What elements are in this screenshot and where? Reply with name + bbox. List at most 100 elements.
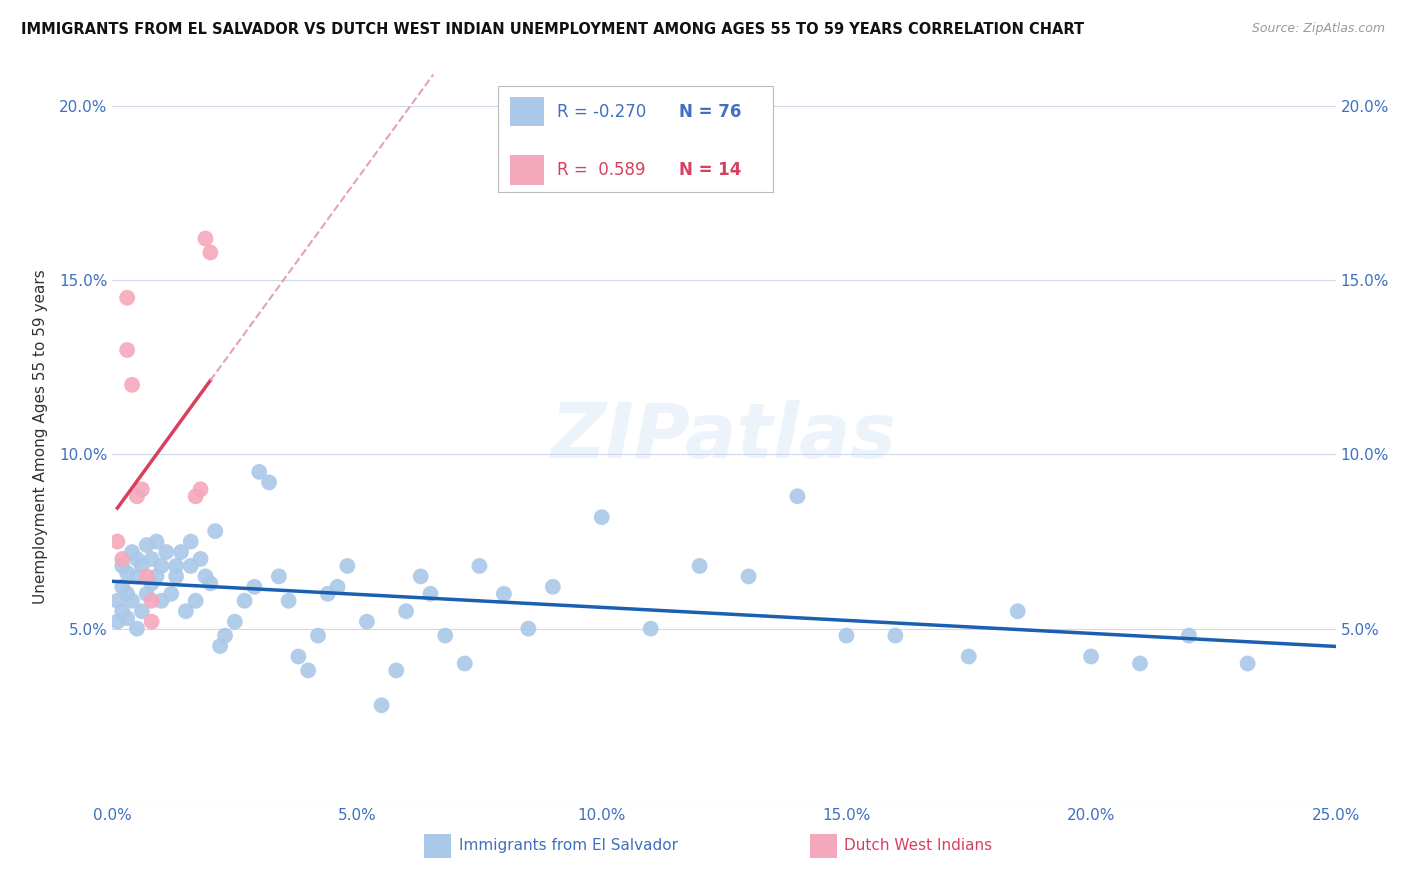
Text: R =  0.589: R = 0.589 bbox=[557, 161, 645, 179]
Immigrants from El Salvador bbox=[336, 558, 359, 573]
Immigrants from El Salvador bbox=[160, 587, 183, 601]
Immigrants from El Salvador bbox=[1129, 657, 1152, 671]
Immigrants from El Salvador bbox=[194, 569, 217, 583]
Dutch West Indians bbox=[115, 291, 138, 305]
Immigrants from El Salvador bbox=[247, 465, 270, 479]
Immigrants from El Salvador bbox=[121, 545, 143, 559]
Immigrants from El Salvador bbox=[115, 611, 138, 625]
Immigrants from El Salvador bbox=[326, 580, 349, 594]
Dutch West Indians bbox=[115, 343, 138, 357]
Immigrants from El Salvador bbox=[141, 576, 163, 591]
Y-axis label: Unemployment Among Ages 55 to 59 years: Unemployment Among Ages 55 to 59 years bbox=[34, 269, 48, 605]
Immigrants from El Salvador bbox=[180, 534, 202, 549]
Immigrants from El Salvador bbox=[170, 545, 193, 559]
Immigrants from El Salvador bbox=[835, 629, 858, 643]
Dutch West Indians bbox=[135, 569, 157, 583]
Dutch West Indians bbox=[190, 483, 212, 497]
Immigrants from El Salvador bbox=[385, 664, 408, 678]
Immigrants from El Salvador bbox=[105, 615, 128, 629]
Immigrants from El Salvador bbox=[180, 558, 202, 573]
Immigrants from El Salvador bbox=[316, 587, 339, 601]
Immigrants from El Salvador bbox=[591, 510, 613, 524]
Dutch West Indians bbox=[105, 534, 128, 549]
Immigrants from El Salvador bbox=[640, 622, 662, 636]
Immigrants from El Salvador bbox=[287, 649, 309, 664]
Bar bbox=[510, 155, 544, 185]
Dutch West Indians bbox=[184, 489, 207, 503]
Dutch West Indians bbox=[131, 483, 153, 497]
Immigrants from El Salvador bbox=[105, 594, 128, 608]
Text: Source: ZipAtlas.com: Source: ZipAtlas.com bbox=[1251, 22, 1385, 36]
Text: Immigrants from El Salvador: Immigrants from El Salvador bbox=[458, 838, 678, 854]
Immigrants from El Salvador bbox=[541, 580, 564, 594]
Immigrants from El Salvador bbox=[1236, 657, 1258, 671]
Dutch West Indians bbox=[194, 231, 217, 245]
Immigrants from El Salvador bbox=[150, 594, 173, 608]
Immigrants from El Salvador bbox=[111, 580, 134, 594]
Immigrants from El Salvador bbox=[233, 594, 256, 608]
Immigrants from El Salvador bbox=[277, 594, 299, 608]
Immigrants from El Salvador bbox=[145, 534, 167, 549]
Immigrants from El Salvador bbox=[419, 587, 441, 601]
Immigrants from El Salvador bbox=[297, 664, 319, 678]
Immigrants from El Salvador bbox=[131, 604, 153, 618]
Text: R = -0.270: R = -0.270 bbox=[557, 103, 645, 120]
Immigrants from El Salvador bbox=[243, 580, 266, 594]
Immigrants from El Salvador bbox=[224, 615, 246, 629]
Immigrants from El Salvador bbox=[111, 558, 134, 573]
Immigrants from El Salvador bbox=[165, 558, 187, 573]
Dutch West Indians bbox=[141, 615, 163, 629]
Immigrants from El Salvador bbox=[395, 604, 418, 618]
Immigrants from El Salvador bbox=[957, 649, 980, 664]
Immigrants from El Salvador bbox=[356, 615, 378, 629]
Text: Dutch West Indians: Dutch West Indians bbox=[844, 838, 993, 854]
Bar bbox=[810, 834, 837, 858]
Immigrants from El Salvador bbox=[125, 622, 148, 636]
Immigrants from El Salvador bbox=[517, 622, 540, 636]
Immigrants from El Salvador bbox=[307, 629, 329, 643]
Immigrants from El Salvador bbox=[434, 629, 457, 643]
Immigrants from El Salvador bbox=[125, 569, 148, 583]
Immigrants from El Salvador bbox=[267, 569, 290, 583]
Immigrants from El Salvador bbox=[184, 594, 207, 608]
Text: ZIPatlas: ZIPatlas bbox=[551, 401, 897, 474]
Dutch West Indians bbox=[200, 245, 222, 260]
Bar bbox=[425, 834, 451, 858]
Immigrants from El Salvador bbox=[131, 558, 153, 573]
Immigrants from El Salvador bbox=[214, 629, 236, 643]
Immigrants from El Salvador bbox=[468, 558, 491, 573]
Immigrants from El Salvador bbox=[1007, 604, 1029, 618]
Immigrants from El Salvador bbox=[1178, 629, 1201, 643]
Dutch West Indians bbox=[141, 594, 163, 608]
Immigrants from El Salvador bbox=[737, 569, 759, 583]
Bar bbox=[510, 97, 544, 127]
Immigrants from El Salvador bbox=[204, 524, 226, 538]
Immigrants from El Salvador bbox=[454, 657, 477, 671]
Text: IMMIGRANTS FROM EL SALVADOR VS DUTCH WEST INDIAN UNEMPLOYMENT AMONG AGES 55 TO 5: IMMIGRANTS FROM EL SALVADOR VS DUTCH WES… bbox=[21, 22, 1084, 37]
Text: N = 14: N = 14 bbox=[679, 161, 741, 179]
Immigrants from El Salvador bbox=[174, 604, 197, 618]
Immigrants from El Salvador bbox=[257, 475, 280, 490]
Immigrants from El Salvador bbox=[141, 552, 163, 566]
Dutch West Indians bbox=[111, 552, 134, 566]
Immigrants from El Salvador bbox=[370, 698, 392, 713]
Immigrants from El Salvador bbox=[492, 587, 515, 601]
Immigrants from El Salvador bbox=[689, 558, 711, 573]
Immigrants from El Salvador bbox=[115, 566, 138, 580]
Immigrants from El Salvador bbox=[135, 587, 157, 601]
Immigrants from El Salvador bbox=[786, 489, 808, 503]
Immigrants from El Salvador bbox=[165, 569, 187, 583]
Text: N = 76: N = 76 bbox=[679, 103, 741, 120]
Immigrants from El Salvador bbox=[121, 594, 143, 608]
Immigrants from El Salvador bbox=[125, 552, 148, 566]
Immigrants from El Salvador bbox=[111, 604, 134, 618]
Immigrants from El Salvador bbox=[145, 569, 167, 583]
Immigrants from El Salvador bbox=[209, 639, 232, 653]
Immigrants from El Salvador bbox=[1080, 649, 1102, 664]
Immigrants from El Salvador bbox=[409, 569, 432, 583]
FancyBboxPatch shape bbox=[498, 86, 773, 192]
Immigrants from El Salvador bbox=[150, 558, 173, 573]
Immigrants from El Salvador bbox=[200, 576, 222, 591]
Immigrants from El Salvador bbox=[190, 552, 212, 566]
Immigrants from El Salvador bbox=[884, 629, 907, 643]
